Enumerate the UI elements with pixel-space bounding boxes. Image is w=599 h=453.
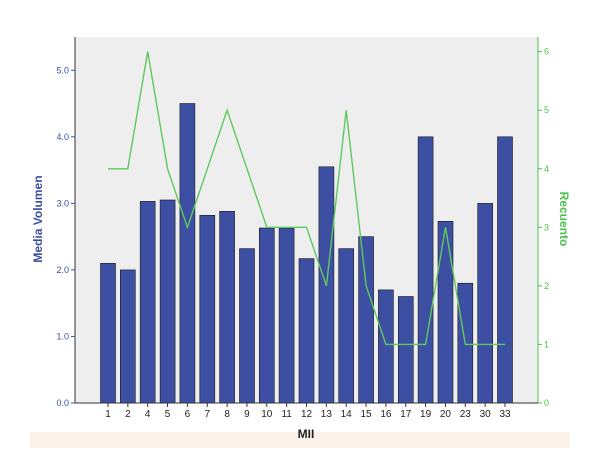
bar-mii-11: [279, 228, 294, 403]
bar-mii-4: [140, 201, 155, 403]
bar-mii-6: [180, 104, 195, 404]
x-tick-label-6: 6: [185, 409, 191, 420]
x-tick-label-4: 4: [145, 409, 151, 420]
bar-mii-15: [359, 237, 374, 403]
x-tick-label-13: 13: [321, 409, 333, 420]
bar-mii-14: [339, 249, 354, 403]
x-tick-label-11: 11: [281, 409, 292, 420]
x-tick-label-8: 8: [224, 409, 230, 420]
bar-mii-19: [418, 137, 433, 403]
x-tick-label-10: 10: [261, 409, 273, 420]
x-tick-label-19: 19: [420, 409, 432, 420]
bar-mii-30: [478, 203, 493, 403]
y-tick-left-label: 2.0: [56, 265, 69, 275]
x-tick-label-12: 12: [301, 409, 313, 420]
bar-mii-2: [120, 270, 135, 403]
bar-mii-12: [299, 259, 314, 403]
bar-mii-5: [160, 200, 175, 403]
x-tick-label-15: 15: [360, 409, 372, 420]
x-tick-label-7: 7: [204, 409, 210, 420]
bar-mii-8: [220, 211, 235, 403]
bar-mii-1: [101, 263, 116, 403]
bar-mii-10: [259, 228, 274, 403]
y-tick-right-label: 3: [544, 222, 549, 232]
y-tick-left-label: 0.0: [56, 398, 69, 408]
y-axis-title-right: Recuento: [557, 192, 571, 247]
y-tick-right-label: 1: [544, 339, 549, 349]
bar-mii-7: [200, 215, 215, 403]
x-tick-label-1: 1: [105, 409, 111, 420]
x-tick-label-33: 33: [499, 409, 511, 420]
bar-mii-20: [438, 221, 453, 403]
x-tick-label-20: 20: [440, 409, 452, 420]
bar-mii-33: [498, 137, 513, 403]
y-tick-right-label: 5: [544, 105, 549, 115]
bar-mii-9: [240, 249, 255, 403]
y-tick-right-label: 6: [544, 47, 549, 57]
x-tick-label-14: 14: [341, 409, 353, 420]
x-tick-label-5: 5: [165, 409, 171, 420]
bar-mii-17: [398, 297, 413, 404]
x-tick-label-23: 23: [460, 409, 472, 420]
y-tick-left-label: 1.0: [56, 331, 69, 341]
x-tick-label-2: 2: [125, 409, 131, 420]
y-tick-left-label: 3.0: [56, 198, 69, 208]
x-tick-label-9: 9: [244, 409, 250, 420]
x-tick-label-30: 30: [480, 409, 492, 420]
y-tick-right-label: 2: [544, 281, 549, 291]
y-tick-left-label: 4.0: [56, 132, 69, 142]
bar-mii-16: [378, 290, 393, 403]
x-tick-label-17: 17: [400, 409, 412, 420]
y-tick-right-label: 0: [544, 398, 549, 408]
y-tick-right-label: 4: [544, 164, 549, 174]
y-tick-left-label: 5.0: [56, 65, 69, 75]
x-axis-title: MII: [298, 427, 315, 441]
y-axis-title-left: Media Volumen: [31, 175, 45, 262]
x-tick-label-16: 16: [380, 409, 392, 420]
